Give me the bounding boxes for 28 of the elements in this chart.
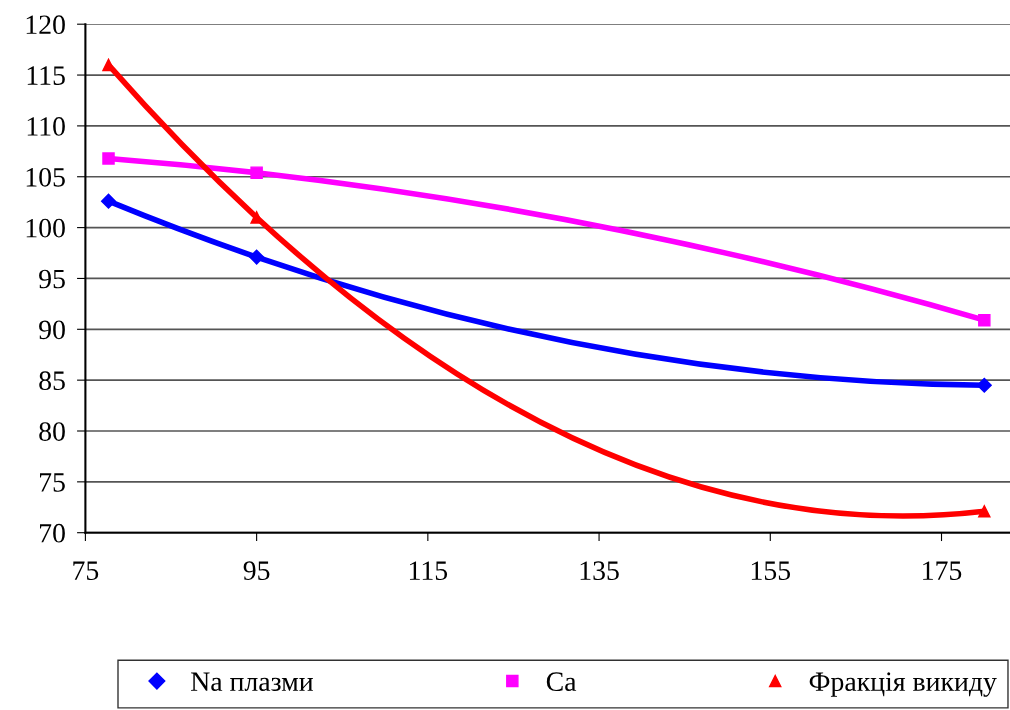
point (976, 377, 992, 393)
y-tick-label: 85 (39, 371, 65, 391)
x-tick-label: 75 (73, 561, 99, 581)
legend-label: Фракція викиду (809, 672, 997, 697)
y-tick-label: 75 (40, 473, 65, 492)
x-tick-label: 175 (923, 561, 962, 581)
x-tick-label: 135 (580, 561, 619, 581)
x-tick-label: 115 (409, 561, 448, 581)
x-tick-label: 95 (243, 561, 270, 581)
y-tick-label: 105 (26, 167, 65, 187)
point (102, 152, 115, 165)
point (250, 166, 263, 179)
y-tick-label: 120 (26, 15, 65, 35)
legend-label: Ca (546, 672, 577, 692)
y-tick-label: 70 (40, 523, 65, 543)
x-tick-label: 155 (751, 561, 791, 581)
point (978, 313, 991, 327)
y-tick-label: 80 (39, 422, 65, 441)
y-tick-label: 90 (39, 320, 65, 340)
point (978, 505, 991, 518)
y-tick-label: 100 (26, 218, 65, 238)
point (102, 58, 115, 72)
y-tick-label: 110 (27, 117, 65, 136)
legend-label: Na плазми (191, 672, 313, 692)
point (249, 249, 265, 265)
y-tick-label: 115 (27, 66, 65, 85)
y-tick-label: 95 (39, 269, 65, 289)
point (100, 193, 117, 209)
